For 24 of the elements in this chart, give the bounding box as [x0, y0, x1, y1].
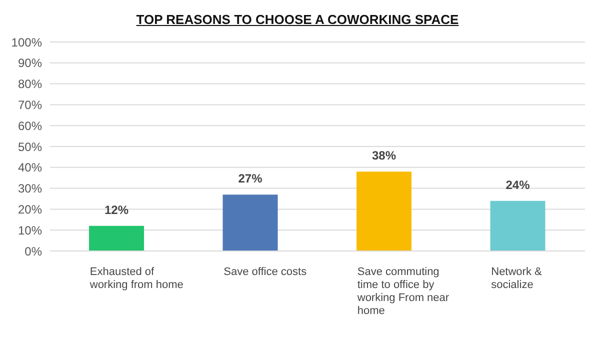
bar — [222, 194, 278, 251]
bar — [490, 200, 546, 251]
y-tick-label: 70% — [18, 98, 42, 112]
y-tick-label: 20% — [18, 202, 42, 216]
bar — [356, 172, 412, 251]
bar — [89, 226, 144, 251]
y-tick-label: 0% — [24, 244, 42, 258]
y-tick-label: 10% — [18, 223, 42, 238]
y-tick-label: 40% — [18, 160, 42, 175]
data-label: 12% — [104, 202, 129, 217]
data-label: 24% — [506, 178, 530, 192]
y-tick-label: 90% — [18, 56, 42, 70]
y-tick-label: 100% — [11, 35, 42, 50]
x-tick-label: Network & socialize — [491, 266, 543, 291]
x-tick-label: Save commuting time to office by working From near home — [356, 266, 450, 317]
y-tick-label: 60% — [18, 118, 42, 133]
data-label: 38% — [372, 148, 396, 163]
data-label: 27% — [238, 172, 263, 186]
y-tick-label: 30% — [18, 182, 42, 196]
x-tick-label: Exhausted of working from home — [88, 266, 184, 291]
x-tick-label: Save office costs — [224, 266, 308, 278]
y-tick-label: 50% — [18, 140, 42, 154]
y-tick-label: 80% — [18, 77, 42, 92]
chart-title: TOP REASONS TO CHOOSE A COWORKING SPACE — [135, 12, 460, 27]
